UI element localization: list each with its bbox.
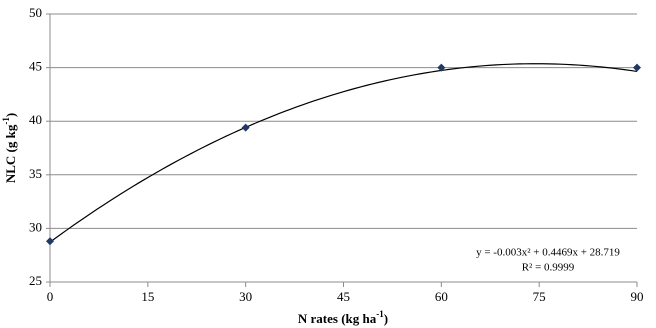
trend-equation: y = -0.003x² + 0.4469x + 28.719 [476,247,620,259]
y-title-main: NLC (g kg [3,124,18,183]
x-tick-label: 75 [533,289,546,304]
x-tick-label: 0 [47,289,54,304]
x-title-main: N rates (kg ha [298,311,377,326]
trendline [49,63,638,243]
data-point [241,123,250,132]
y-title-end: ) [3,113,18,117]
y-tick-label: 25 [29,273,42,288]
x-tick-label: 15 [141,289,154,304]
y-tick-label: 40 [29,112,42,127]
x-tick-label: 45 [337,289,350,304]
data-point [437,63,446,72]
y-title-sup: -1 [1,117,11,125]
y-axis-title: NLC (g kg-1) [1,113,18,183]
x-tick-label: 90 [631,289,644,304]
y-tick-label: 50 [29,5,42,20]
x-tick-label: 30 [239,289,252,304]
data-point [46,237,54,246]
y-tick-label: 45 [29,59,42,74]
data-point [633,63,641,72]
x-tick-label: 60 [435,289,448,304]
x-axis-title: N rates (kg ha-1) [298,309,388,326]
y-tick-label: 35 [29,166,42,181]
trend-r-squared: R² = 0.9999 [522,262,575,274]
x-title-sup: -1 [376,309,384,319]
x-title-end: ) [384,311,388,326]
y-tick-label: 30 [29,219,42,234]
